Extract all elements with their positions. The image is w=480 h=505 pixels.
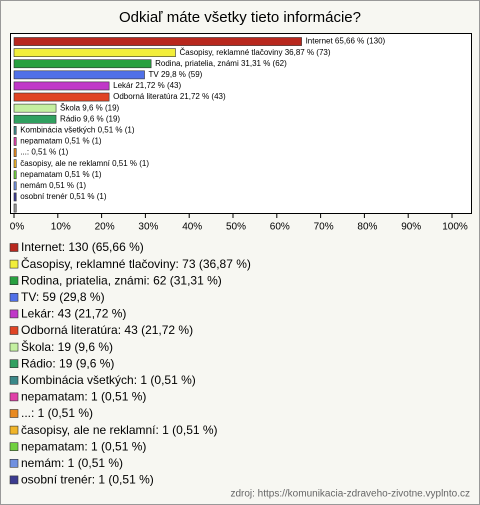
x-tick-label: 50% [226, 222, 246, 233]
legend-swatch [9, 475, 19, 485]
legend-label: TV: 59 (29,8 %) [21, 290, 105, 304]
legend-label: nepamatam: 1 (0,51 %) [21, 439, 146, 453]
value-label: nemám 0,51 % (1) [20, 181, 86, 190]
legend-label: nemám: 1 (0,51 %) [21, 456, 123, 470]
value-label: Kombinácia všetkých 0,51 % (1) [20, 125, 135, 134]
value-label: Lekár 21,72 % (43) [113, 81, 181, 90]
x-tick-label: 30% [138, 222, 158, 233]
bar [13, 126, 17, 135]
value-label: Odborná literatúra 21,72 % (43) [113, 92, 226, 101]
legend-label: nepamatam: 1 (0,51 %) [21, 390, 146, 404]
legend-label: osobní trenér: 1 (0,51 %) [21, 473, 154, 487]
value-label: osobní trenér 0,51 % (1) [20, 192, 107, 201]
legend-label: Rodina, priatelia, známi: 62 (31,31 %) [21, 273, 222, 287]
x-tick-label: 70% [314, 222, 334, 233]
bar [13, 92, 110, 102]
bar [13, 203, 17, 213]
value-label: nepamatam 0,51 % (1) [20, 170, 102, 179]
bar [13, 70, 145, 80]
legend-swatch [9, 458, 19, 468]
legend-label: Odborná literatúra: 43 (21,72 %) [21, 323, 193, 337]
bar [13, 37, 302, 46]
chart-title: Odkiaľ máte všetky tieto informácie? [119, 9, 361, 26]
legend-swatch [9, 342, 19, 352]
legend-label: Časopisy, reklamné tlačoviny: 73 (36,87 … [21, 256, 251, 271]
legend-swatch [9, 442, 19, 452]
bar [13, 170, 17, 180]
legend-swatch [9, 309, 19, 319]
legend-label: Škola: 19 (9,6 %) [21, 339, 113, 354]
bar [13, 103, 57, 113]
legend-swatch [9, 292, 19, 302]
value-label: Internet 65,66 % (130) [306, 37, 386, 46]
value-label: Časopisy, reklamné tlačoviny 36,87 % (73… [179, 48, 330, 57]
value-label: časopisy, ale ne reklamní 0,51 % (1) [20, 159, 149, 168]
x-tick-label: 40% [182, 222, 202, 233]
bar [13, 159, 17, 169]
legend-label: časopisy, ale ne reklamní: 1 (0,51 %) [21, 423, 218, 437]
bar [13, 48, 176, 57]
x-tick-label: 10% [51, 222, 71, 233]
x-tick-label: 20% [95, 222, 115, 233]
legend-label: Rádio: 19 (9,6 %) [21, 356, 114, 370]
legend-swatch [9, 276, 19, 286]
bar [13, 137, 17, 146]
x-tick-label: 0% [10, 222, 25, 233]
legend-swatch [9, 409, 19, 418]
value-label: Rádio 9,6 % (19) [60, 114, 120, 123]
legend-swatch [9, 326, 19, 335]
value-label: nepamatam 0,51 % (1) [20, 137, 102, 146]
legend-swatch [9, 259, 19, 269]
x-tick-label: 100% [442, 222, 468, 233]
value-label: Rodina, priatelia, známi 31,31 % (62) [155, 59, 287, 68]
legend-swatch [9, 243, 19, 252]
legend-swatch [9, 375, 19, 385]
value-label: ...: 0,51 % (1) [20, 148, 68, 157]
bar [13, 181, 17, 191]
source: zdroj: https://komunikacia-zdraveho-zivo… [230, 489, 470, 500]
legend-swatch [9, 392, 19, 402]
bar [13, 114, 57, 124]
legend-label: Lekár: 43 (21,72 %) [21, 307, 126, 321]
x-tick-label: 90% [401, 222, 421, 233]
x-tick-label: 60% [270, 222, 290, 233]
value-label: Škola 9,6 % (19) [60, 103, 119, 112]
bar [13, 81, 110, 91]
legend-swatch [9, 425, 19, 435]
legend-label: ...: 1 (0,51 %) [21, 406, 93, 420]
bar [13, 148, 17, 157]
value-label: TV 29,8 % (59) [149, 70, 203, 79]
legend-label: Internet: 130 (65,66 %) [21, 240, 144, 254]
legend-label: Kombinácia všetkých: 1 (0,51 %) [21, 373, 196, 387]
legend-swatch [9, 359, 19, 369]
bar [13, 192, 17, 202]
bar [13, 59, 152, 69]
x-tick-label: 80% [357, 222, 377, 233]
